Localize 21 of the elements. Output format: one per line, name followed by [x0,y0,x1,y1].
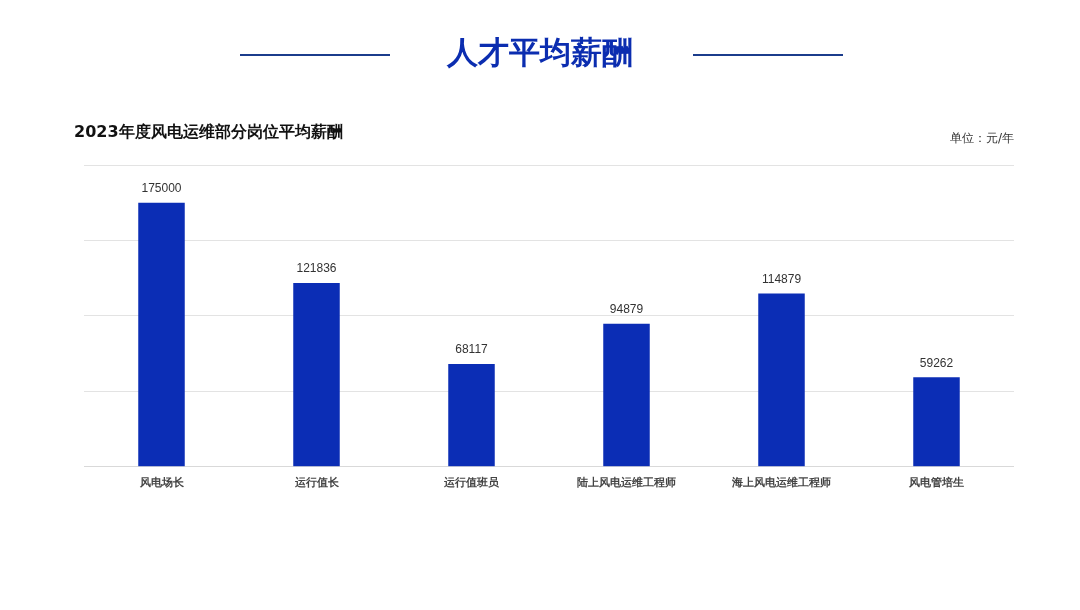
x-tick-label: 风电管培生 [908,476,964,490]
chart-subtitle: 2023年度风电运维部分岗位平均薪酬 [74,122,343,143]
data-label: 59262 [919,355,954,370]
data-label: 94879 [609,301,644,316]
data-label: 68117 [455,342,489,357]
x-tick-label: 海上风电运维工程师 [731,476,831,490]
data-label: 114879 [761,271,802,286]
bar [758,293,805,467]
data-label: 121836 [296,261,337,276]
x-tick-label: 陆上风电运维工程师 [577,476,676,490]
chart-title: 人才平均薪酬 [446,33,634,72]
bar [913,377,960,467]
bar [448,364,495,467]
bar [293,282,340,467]
bar [603,323,650,467]
bar [138,202,185,467]
data-label: 175000 [141,181,182,196]
x-tick-label: 风电场长 [138,476,185,490]
x-tick-label: 运行值长 [293,476,340,490]
x-tick-label: 运行值班员 [443,476,500,490]
text: 单位：元/年 [949,130,1014,147]
